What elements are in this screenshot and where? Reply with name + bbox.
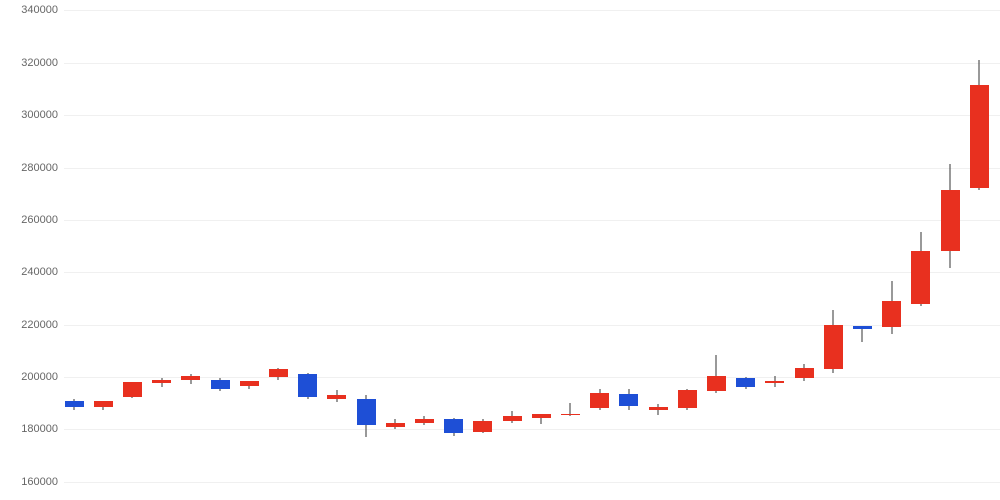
candle-body — [795, 368, 814, 378]
candle — [240, 381, 259, 389]
candle-body — [415, 419, 434, 423]
gridline — [64, 482, 1000, 483]
candle-body — [94, 401, 113, 408]
y-axis-label: 200000 — [0, 371, 58, 383]
candle-body — [327, 395, 346, 399]
gridline — [64, 168, 1000, 169]
candle-body — [649, 407, 668, 410]
y-axis-label: 340000 — [0, 4, 58, 16]
candle — [882, 281, 901, 333]
candle — [503, 411, 522, 423]
candle-body — [736, 378, 755, 387]
candle — [473, 419, 492, 433]
candle — [678, 389, 697, 410]
gridline — [64, 115, 1000, 116]
candle — [532, 414, 551, 424]
candle-body — [765, 381, 784, 384]
candle-body — [532, 414, 551, 418]
candle-body — [911, 251, 930, 303]
candle-body — [269, 369, 288, 377]
candle — [561, 403, 580, 416]
candle-body — [152, 380, 171, 384]
candle — [970, 60, 989, 190]
candle-body — [181, 376, 200, 380]
gridline — [64, 377, 1000, 378]
candlestick-chart: 160000 180000 200000 220000 240000 260000 2800… — [0, 0, 1000, 500]
candle — [911, 232, 930, 307]
candle — [707, 355, 726, 393]
candle — [298, 373, 317, 399]
y-axis-label: 220000 — [0, 319, 58, 331]
y-axis-label: 300000 — [0, 109, 58, 121]
candle-body — [853, 326, 872, 329]
candle — [94, 401, 113, 410]
plot-area — [64, 0, 1000, 500]
candle-body — [707, 376, 726, 392]
gridline — [64, 63, 1000, 64]
candle — [649, 404, 668, 414]
candle-body — [473, 421, 492, 431]
y-axis-label: 180000 — [0, 423, 58, 435]
gridline — [64, 10, 1000, 11]
candle-body — [357, 399, 376, 425]
candle — [619, 389, 638, 410]
candle — [795, 364, 814, 381]
candle-body — [590, 393, 609, 409]
gridline — [64, 429, 1000, 430]
candle — [590, 389, 609, 410]
y-axis-label: 280000 — [0, 162, 58, 174]
candle-body — [561, 414, 580, 415]
candle-body — [970, 85, 989, 188]
candle-body — [678, 390, 697, 408]
candle — [853, 326, 872, 342]
gridline — [64, 220, 1000, 221]
candle — [269, 368, 288, 380]
candle — [65, 399, 84, 409]
y-axis-label: 240000 — [0, 266, 58, 278]
candle-body — [941, 190, 960, 252]
candle-body — [298, 374, 317, 396]
candle-body — [619, 394, 638, 406]
candle-body — [386, 423, 405, 427]
y-axis-label: 320000 — [0, 57, 58, 69]
y-axis-label: 260000 — [0, 214, 58, 226]
candle — [386, 419, 405, 429]
candle-wick — [658, 404, 659, 414]
candle-body — [65, 401, 84, 408]
candle — [181, 374, 200, 383]
candle-body — [240, 381, 259, 386]
candle — [765, 376, 784, 388]
gridline — [64, 272, 1000, 273]
candle-body — [882, 301, 901, 327]
candle — [444, 418, 463, 436]
candle — [123, 382, 142, 398]
candle — [357, 395, 376, 437]
candle-body — [211, 380, 230, 389]
candle — [211, 378, 230, 391]
candle — [736, 377, 755, 389]
candle-body — [123, 382, 142, 396]
candle — [941, 164, 960, 269]
candle-body — [444, 419, 463, 433]
candle — [824, 310, 843, 373]
candle-body — [503, 416, 522, 421]
candle-body — [824, 325, 843, 370]
candle — [152, 378, 171, 387]
y-axis-label: 160000 — [0, 476, 58, 488]
candle — [327, 390, 346, 402]
candle — [415, 416, 434, 425]
